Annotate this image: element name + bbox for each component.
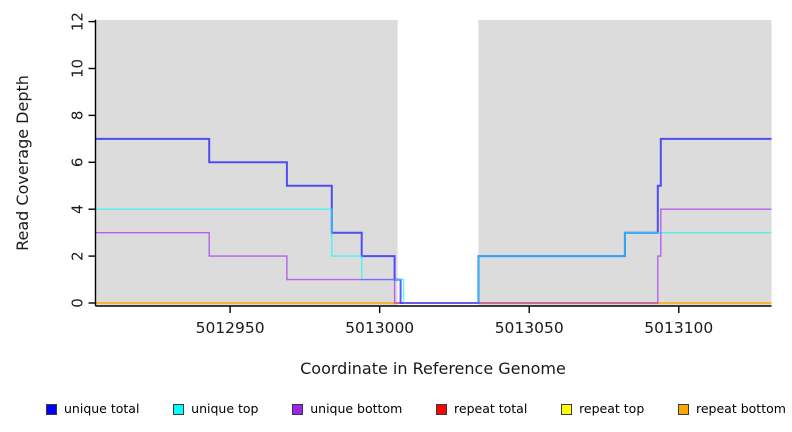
- legend-label: repeat total: [454, 400, 528, 416]
- y-tick-label: 10: [69, 59, 87, 78]
- legend-label: repeat bottom: [696, 400, 786, 416]
- x-tick-label: 5013000: [345, 319, 414, 337]
- y-tick-label: 0: [69, 298, 87, 308]
- legend-swatch: [678, 403, 689, 415]
- legend-label: unique bottom: [310, 400, 403, 416]
- y-tick-label: 2: [69, 251, 87, 261]
- y-tick-label: 8: [69, 111, 87, 121]
- legend-item-unique-bottom: unique bottom: [292, 400, 403, 416]
- legend-item-repeat-total: repeat total: [436, 400, 528, 416]
- legend-swatch: [292, 403, 304, 415]
- legend-item-repeat-top: repeat top: [561, 400, 645, 416]
- x-axis-title: Coordinate in Reference Genome: [300, 359, 566, 378]
- legend-swatch: [46, 403, 57, 415]
- legend-item-unique-total: unique total: [46, 400, 140, 416]
- legend-swatch: [173, 403, 185, 415]
- legend-item-repeat-bottom: repeat bottom: [678, 400, 786, 416]
- legend-item-unique-top: unique top: [173, 400, 259, 416]
- legend-swatch: [561, 403, 573, 415]
- x-tick-label: 5013100: [644, 319, 713, 337]
- legend-label: repeat top: [579, 400, 645, 416]
- legend-swatch: [436, 403, 448, 415]
- series-line-unique-bottom: [95, 208, 772, 304]
- y-tick-label: 4: [69, 204, 87, 214]
- chart-legend: unique total unique top unique bottom repea…: [46, 398, 786, 420]
- y-axis-title: Read Coverage Depth: [13, 75, 32, 251]
- y-tick-label: 12: [69, 12, 87, 31]
- legend-label: unique total: [64, 400, 140, 416]
- y-tick-label: 6: [69, 158, 87, 168]
- x-tick-label: 5012950: [196, 319, 265, 337]
- x-tick-label: 5013050: [495, 319, 564, 337]
- coverage-region-band: [478, 20, 772, 306]
- series-line-unique-top: [95, 208, 772, 304]
- legend-label: unique top: [191, 400, 259, 416]
